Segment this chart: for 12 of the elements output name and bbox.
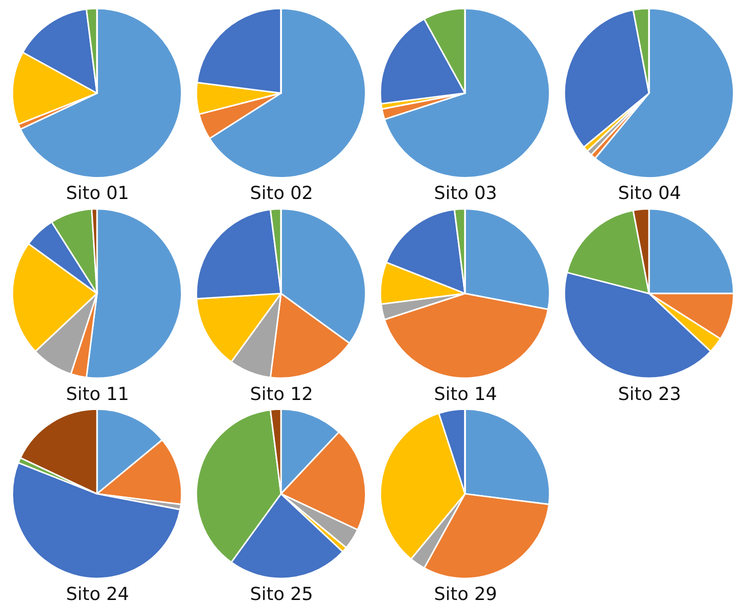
text: Sito 24	[66, 584, 130, 605]
text: Sito 23	[618, 384, 682, 405]
text: Sito 11	[66, 384, 130, 405]
text: Sito 25	[250, 584, 314, 605]
text: Sito 02	[250, 183, 314, 204]
text: Sito 29	[434, 584, 498, 605]
text: Sito 03	[434, 183, 498, 204]
text: Sito 01	[66, 183, 130, 204]
text: Sito 14	[434, 384, 498, 405]
text: Sito 12	[250, 384, 314, 405]
pie-slice	[384, 8, 550, 178]
text: Sito 04	[618, 183, 682, 204]
